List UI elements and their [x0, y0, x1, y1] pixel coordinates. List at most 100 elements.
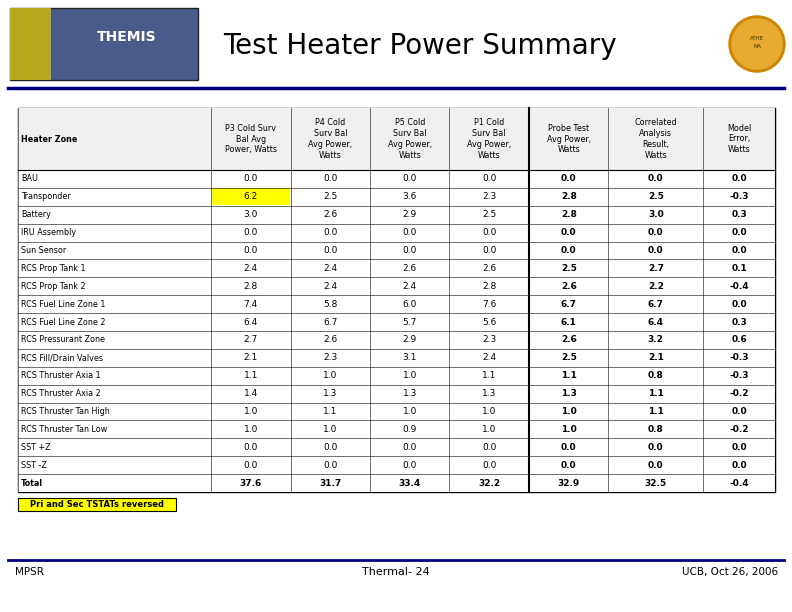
Text: NA: NA — [753, 43, 761, 48]
Text: RCS Prop Tank 1: RCS Prop Tank 1 — [21, 264, 86, 273]
Text: BAU: BAU — [21, 174, 38, 184]
Text: 0.0: 0.0 — [323, 228, 337, 237]
Text: 0.8: 0.8 — [648, 425, 664, 434]
Text: 6.7: 6.7 — [561, 300, 577, 308]
Text: 2.5: 2.5 — [561, 264, 577, 273]
Text: Transponder: Transponder — [21, 192, 70, 201]
Text: Pri and Sec TSTATs reversed: Pri and Sec TSTATs reversed — [30, 500, 164, 509]
Text: Correlated
Analysis
Result,
Watts: Correlated Analysis Result, Watts — [634, 118, 677, 160]
Text: 2.6: 2.6 — [323, 211, 337, 219]
Text: RCS Fuel Line Zone 1: RCS Fuel Line Zone 1 — [21, 300, 105, 308]
Text: 2.3: 2.3 — [482, 192, 497, 201]
Text: 0.9: 0.9 — [402, 425, 417, 434]
Text: 2.3: 2.3 — [482, 335, 497, 345]
Text: -0.4: -0.4 — [729, 479, 749, 488]
Text: 0.0: 0.0 — [561, 461, 577, 469]
Text: 0.0: 0.0 — [402, 174, 417, 184]
Text: 1.3: 1.3 — [482, 389, 497, 398]
Text: 6.2: 6.2 — [244, 192, 258, 201]
Text: Sun Sensor: Sun Sensor — [21, 246, 67, 255]
Text: 2.6: 2.6 — [323, 335, 337, 345]
Text: 0.0: 0.0 — [244, 461, 258, 469]
Text: 6.4: 6.4 — [244, 318, 258, 327]
Text: MPSR: MPSR — [15, 567, 44, 577]
Bar — [18, 242, 775, 259]
Text: 0.0: 0.0 — [648, 461, 664, 469]
Text: RCS Fuel Line Zone 2: RCS Fuel Line Zone 2 — [21, 318, 105, 327]
Text: 0.0: 0.0 — [402, 228, 417, 237]
Bar — [18, 170, 775, 188]
Text: 0.0: 0.0 — [402, 246, 417, 255]
Text: 0.3: 0.3 — [731, 318, 747, 327]
Text: 0.0: 0.0 — [731, 442, 747, 452]
Bar — [18, 188, 775, 206]
Text: 6.1: 6.1 — [561, 318, 577, 327]
Text: Test Heater Power Summary: Test Heater Power Summary — [223, 32, 617, 60]
Text: 2.5: 2.5 — [323, 192, 337, 201]
Text: 0.0: 0.0 — [482, 461, 497, 469]
Text: 2.4: 2.4 — [244, 264, 258, 273]
Text: 0.8: 0.8 — [648, 371, 664, 380]
Text: Heater Zone: Heater Zone — [21, 135, 78, 143]
Text: 31.7: 31.7 — [319, 479, 341, 488]
Text: 2.5: 2.5 — [648, 192, 664, 201]
Text: Battery: Battery — [21, 211, 51, 219]
Text: 0.0: 0.0 — [561, 246, 577, 255]
Bar — [18, 313, 775, 331]
Text: 1.0: 1.0 — [244, 407, 258, 416]
Text: 3.0: 3.0 — [648, 211, 664, 219]
Text: 2.4: 2.4 — [323, 282, 337, 291]
Text: 1.1: 1.1 — [323, 407, 337, 416]
Text: -0.3: -0.3 — [729, 371, 748, 380]
Text: Thermal- 24: Thermal- 24 — [362, 567, 430, 577]
Bar — [18, 349, 775, 367]
Text: 7.6: 7.6 — [482, 300, 497, 308]
Bar — [18, 108, 775, 170]
Text: THEMIS: THEMIS — [97, 30, 156, 44]
Text: 32.9: 32.9 — [558, 479, 580, 488]
Bar — [18, 498, 176, 511]
Text: 0.0: 0.0 — [561, 228, 577, 237]
Text: Model
Error,
Watts: Model Error, Watts — [727, 124, 751, 154]
Text: 0.0: 0.0 — [402, 442, 417, 452]
Text: 33.4: 33.4 — [398, 479, 421, 488]
Text: -0.2: -0.2 — [729, 425, 748, 434]
Bar — [18, 259, 775, 277]
Text: 1.1: 1.1 — [482, 371, 497, 380]
Bar — [10, 8, 198, 80]
Text: 37.6: 37.6 — [240, 479, 262, 488]
Text: 0.0: 0.0 — [731, 174, 747, 184]
Text: ATHE: ATHE — [750, 35, 764, 40]
Text: 2.9: 2.9 — [402, 211, 417, 219]
Text: 0.0: 0.0 — [561, 442, 577, 452]
Text: SST -Z: SST -Z — [21, 461, 47, 469]
Text: 0.0: 0.0 — [244, 228, 258, 237]
Text: P5 Cold
Surv Bal
Avg Power,
Watts: P5 Cold Surv Bal Avg Power, Watts — [388, 118, 432, 160]
Text: 6.7: 6.7 — [323, 318, 337, 327]
Text: -0.4: -0.4 — [729, 282, 749, 291]
Bar — [18, 403, 775, 420]
Circle shape — [729, 16, 785, 72]
Bar — [18, 108, 775, 492]
Text: RCS Fill/Drain Valves: RCS Fill/Drain Valves — [21, 353, 103, 362]
Text: 0.0: 0.0 — [482, 174, 497, 184]
Text: 1.1: 1.1 — [561, 371, 577, 380]
Text: 2.1: 2.1 — [244, 353, 258, 362]
Text: 2.6: 2.6 — [561, 335, 577, 345]
Text: 1.0: 1.0 — [561, 407, 577, 416]
Text: 2.5: 2.5 — [482, 211, 497, 219]
Text: 1.0: 1.0 — [402, 371, 417, 380]
Text: 0.0: 0.0 — [244, 174, 258, 184]
Text: 2.2: 2.2 — [648, 282, 664, 291]
Bar — [211, 188, 290, 205]
Bar — [18, 331, 775, 349]
Text: 3.2: 3.2 — [648, 335, 664, 345]
Text: 0.0: 0.0 — [731, 461, 747, 469]
Text: 7.4: 7.4 — [244, 300, 258, 308]
Bar — [18, 223, 775, 242]
Text: 2.6: 2.6 — [482, 264, 497, 273]
Bar — [18, 367, 775, 385]
Text: 2.7: 2.7 — [244, 335, 258, 345]
Text: UCB, Oct 26, 2006: UCB, Oct 26, 2006 — [682, 567, 778, 577]
Text: 2.4: 2.4 — [323, 264, 337, 273]
